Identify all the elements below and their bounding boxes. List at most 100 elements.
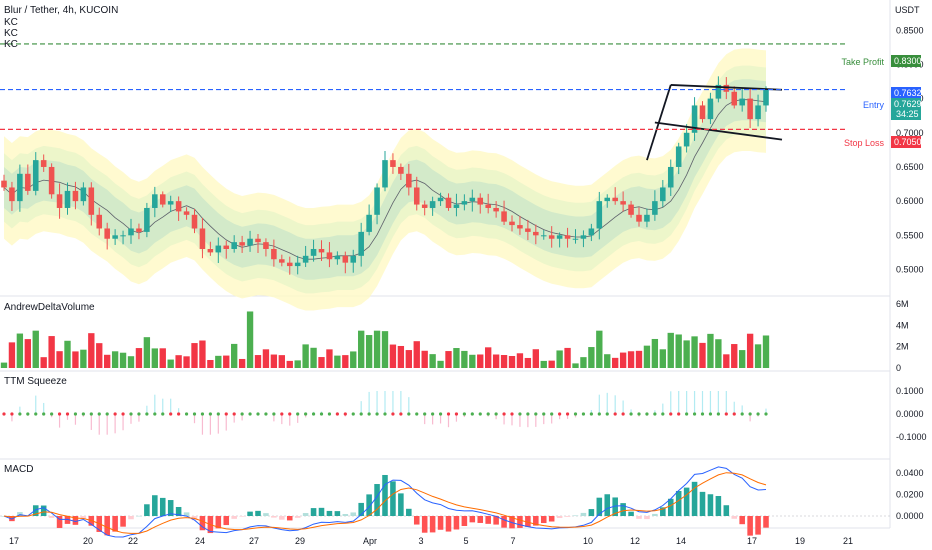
volume-bar (119, 352, 127, 368)
time-axis: 17 20 22 24 27 29 Apr 3 5 7 10 12 14 17 19 21 (9, 536, 853, 546)
macd-histogram-bar (342, 514, 349, 516)
squeeze-tick-label: 0.0000 (896, 409, 924, 419)
squeeze-dot (34, 412, 38, 416)
candle-body (628, 204, 634, 215)
candle-body (17, 173, 23, 202)
volume-bar (40, 357, 47, 368)
macd-histogram-bar (596, 497, 603, 516)
time-tick-label: 17 (9, 536, 19, 546)
volume-bar (191, 343, 198, 368)
volume-bar (675, 334, 682, 368)
candle-body (398, 166, 404, 174)
candle-body (755, 105, 761, 120)
macd-histogram-bar (175, 506, 182, 516)
macd-histogram-bar (56, 516, 63, 528)
volume-tick-label: 2M (896, 342, 909, 352)
time-tick-label: 7 (510, 536, 515, 546)
candle-body (25, 173, 31, 191)
squeeze-dot (89, 412, 93, 416)
candle-body (588, 228, 595, 236)
volume-bar (231, 343, 238, 368)
candle-body (40, 160, 47, 167)
volume-bar (373, 330, 381, 368)
volume-bar (492, 354, 500, 368)
squeeze-dot (542, 412, 546, 416)
price-tick-label: 0.5500 (896, 230, 924, 240)
squeeze-dot (105, 412, 109, 416)
macd-histogram-bar (525, 516, 531, 527)
volume-bar (477, 354, 484, 368)
squeeze-histogram (2, 391, 768, 435)
volume-bar (183, 356, 190, 368)
candle-body (96, 214, 103, 229)
macd-histogram-bar (747, 516, 753, 536)
volume-bar (532, 349, 539, 368)
macd-histogram-bar (477, 516, 484, 523)
volume-bar (223, 355, 230, 368)
candle-body (763, 89, 769, 106)
candle-body (48, 166, 55, 195)
macd-histogram-bar (231, 516, 237, 519)
candle-body (548, 235, 555, 239)
volume-bar (604, 354, 611, 368)
volume-bar (167, 359, 174, 368)
squeeze-dot (724, 412, 728, 416)
volume-bar (588, 347, 595, 368)
candle-body (723, 84, 730, 92)
squeeze-dot (42, 412, 46, 416)
squeeze-dot (478, 412, 482, 416)
volume-bar (596, 330, 603, 368)
macd-histogram-bar (223, 516, 230, 526)
stop-loss-tag (891, 136, 921, 148)
volume-bar (135, 348, 143, 368)
squeeze-dot (605, 412, 609, 416)
macd-histogram-bar (48, 516, 55, 518)
price-tick-label: 0.6500 (896, 162, 924, 172)
volume-bar (326, 349, 333, 368)
volume-bar (24, 339, 31, 368)
squeeze-dot (319, 412, 324, 416)
volume-bar (469, 354, 476, 368)
candle-body (342, 255, 349, 263)
macd-histogram-bar (167, 500, 174, 516)
volume-bar (421, 350, 428, 368)
macd-histogram-bar (334, 511, 341, 516)
volume-tick-label: 4M (896, 320, 909, 330)
candle-body (88, 187, 95, 215)
volume-bar (413, 341, 420, 368)
macd-histogram-bar (556, 516, 563, 519)
price-tick-label: 0.5000 (896, 264, 924, 274)
volume-bar (500, 355, 508, 368)
squeeze-dot (248, 412, 252, 416)
macd-histogram-bar (350, 512, 357, 516)
candle-body (429, 201, 436, 208)
candle-body (596, 201, 603, 229)
candle-body (572, 238, 579, 240)
time-tick-label: 5 (463, 536, 468, 546)
volume-bar (127, 356, 135, 368)
squeeze-pane-title: TTM Squeeze (4, 376, 67, 387)
candle-body (421, 204, 428, 208)
macd-histogram-bar (715, 496, 722, 516)
candle-body (652, 201, 658, 215)
candle-body (675, 146, 682, 167)
candle-body (453, 204, 460, 208)
macd-histogram-bar (199, 516, 206, 531)
squeeze-dot (431, 412, 435, 416)
candle-body (199, 228, 206, 249)
volume-bar (612, 357, 619, 368)
squeeze-dot (550, 412, 554, 416)
candle-body (413, 187, 420, 205)
volume-bar (80, 349, 87, 368)
squeeze-dot (391, 412, 395, 416)
volume-bar (683, 340, 690, 368)
macd-histogram-bar (660, 507, 666, 516)
squeeze-dot (304, 412, 308, 416)
candle-body (612, 197, 618, 202)
macd-histogram-bar (485, 516, 491, 524)
squeeze-dot (407, 412, 411, 416)
candle-body (644, 214, 650, 222)
squeeze-dot (256, 412, 260, 416)
squeeze-dot (129, 412, 133, 416)
